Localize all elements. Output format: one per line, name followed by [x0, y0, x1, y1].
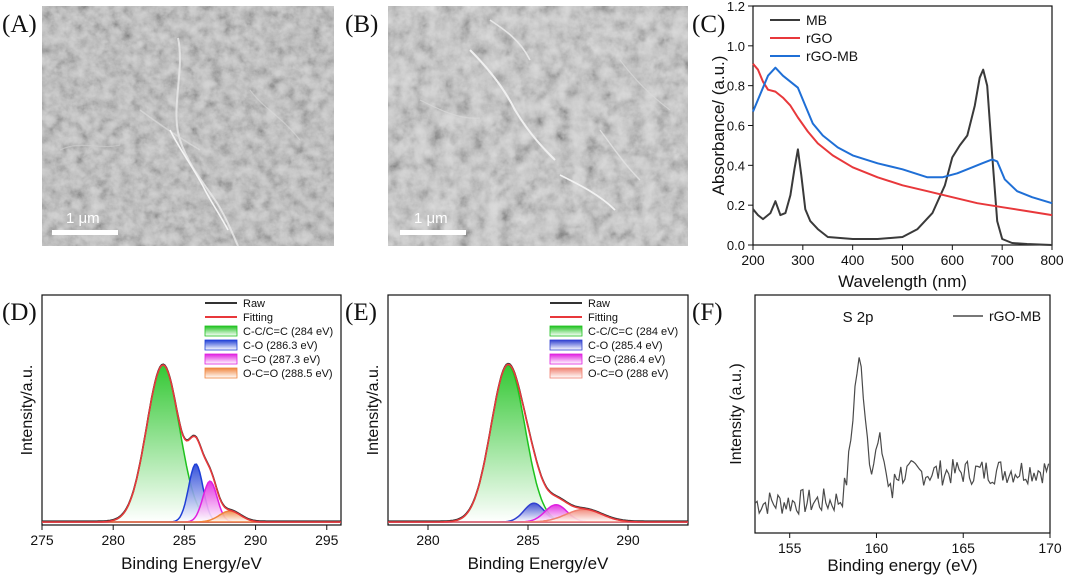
xps-d-y-axis-label: Intensity/a.u. [19, 365, 36, 456]
uv-x-tick-label: 500 [891, 252, 915, 268]
xps-e-legend-label: C-C/C=C (284 eV) [588, 326, 678, 338]
scale-bar-a: 1 μm [66, 210, 100, 227]
uv-series-rgo-mb-line [752, 66, 1053, 205]
xps-e-x-axis-label: Binding Energy/eV [468, 554, 609, 573]
xps-e-peak-0 [388, 364, 688, 523]
xps-e-plot-frame [387, 294, 689, 526]
xps-d-legend-label: C=O (287.3 eV) [243, 354, 320, 366]
xps-d-legend-label: Fitting [243, 312, 273, 324]
uv-plot-frame [752, 5, 1053, 246]
uv-x-tick-label: 700 [990, 252, 1014, 268]
s2p-x-tick-label: 165 [952, 540, 976, 556]
panel-label-b: (B) [345, 11, 378, 38]
xps-e-x-tick-label: 280 [416, 532, 440, 548]
xps-e-legend-swatch [549, 339, 583, 351]
xps-e-legend-label: Raw [588, 298, 610, 310]
xps-d-x-axis-label: Binding Energy/eV [121, 554, 262, 573]
uv-series-mb-line [752, 68, 1053, 246]
uv-x-tick-label: 600 [941, 252, 965, 268]
xps-e-y-axis-label: Intensity/a.u. [365, 365, 382, 456]
xps-d-plot-frame [41, 294, 342, 526]
panel-label-d: (D) [2, 299, 37, 326]
panel-label-e: (E) [345, 299, 377, 326]
sem-image-a: 1 μm [42, 6, 334, 247]
xps-d-x-tick-label: 295 [315, 532, 339, 548]
uv-legend-label: rGO [806, 30, 833, 46]
uv-y-axis-label: Absorbance/ (a.u.) [709, 56, 728, 196]
xps-e-fitting-line [388, 363, 688, 523]
xps-d-x-tick-label: 280 [102, 532, 126, 548]
xps-e-legend-label: C-O (285.4 eV) [588, 340, 663, 352]
xps-d-legend-label: C-O (286.3 eV) [243, 340, 318, 352]
xps-e-x-tick-label: 290 [616, 532, 640, 548]
chart-s2p: 155 160 165 170 Binding energy (eV) Intensity… [728, 294, 1062, 575]
uv-series-rgo-line [752, 63, 1053, 217]
s2p-x-tick-label: 155 [778, 540, 802, 556]
xps-e-legend-swatch [549, 353, 583, 365]
panel-label-c: (C) [692, 11, 725, 38]
xps-d-legend-swatch [204, 353, 238, 365]
xps-e-legend-swatch [549, 367, 583, 379]
xps-e-legend-label: Fitting [588, 312, 618, 324]
panel-label-a: (A) [2, 11, 37, 38]
uv-y-tick-label: 0.8 [727, 79, 745, 94]
xps-e-x-tick-label: 285 [516, 532, 540, 548]
s2p-plot-frame [754, 294, 1051, 534]
s2p-x-tick-label: 170 [1038, 540, 1062, 556]
uv-y-tick-label: 0.0 [727, 238, 745, 253]
xps-d-legend-swatch [204, 325, 238, 337]
scale-bar-b: 1 μm [414, 210, 448, 227]
uv-x-tick-label: 800 [1040, 252, 1064, 268]
s2p-legend-label: rGO-MB [989, 308, 1041, 324]
uv-y-tick-label: 1.0 [727, 39, 745, 54]
uv-y-tick-label: 1.2 [727, 0, 745, 14]
xps-d-legend-label: C-C/C=C (284 eV) [243, 326, 333, 338]
chart-uv-vis: 200 300 400 500 600 700 800 0.0 0.2 0.4 0.6 0.8 1.0 1… [709, 0, 1064, 291]
uv-y-tick-label: 0.6 [727, 119, 745, 134]
chart-xps-rgo-mb: 280 285 290 Binding Energy/eV Intensity/a.u.… [365, 294, 689, 573]
xps-d-legend-swatch [204, 339, 238, 351]
s2p-y-axis-label: Intensity (a.u.) [728, 363, 745, 464]
xps-d-peak-1 [42, 463, 341, 523]
xps-d-fitting-line [42, 364, 341, 523]
sem-image-b: 1 μm [388, 6, 688, 246]
uv-x-tick-label: 300 [791, 252, 815, 268]
xps-d-legend-label: Raw [243, 298, 265, 310]
xps-d-legend-swatch [204, 367, 238, 379]
xps-d-legend-label: O-C=O (288.5 eV) [243, 368, 333, 380]
xps-d-x-tick-label: 275 [30, 532, 54, 548]
xps-d-x-tick-label: 285 [173, 532, 197, 548]
uv-x-tick-label: 400 [841, 252, 865, 268]
s2p-series-line [754, 357, 1050, 516]
xps-d-x-tick-label: 290 [244, 532, 268, 548]
uv-y-tick-label: 0.2 [727, 198, 745, 213]
uv-legend-label: rGO-MB [806, 48, 858, 64]
xps-e-legend-label: O-C=O (288 eV) [588, 368, 668, 380]
uv-legend-label: MB [806, 12, 827, 28]
chart-xps-rgo: 275 280 285 290 295 Binding Energy/eV Intensit… [19, 294, 342, 573]
xps-e-legend-swatch [549, 325, 583, 337]
panel-label-f: (F) [692, 299, 723, 326]
xps-e-legend-label: C=O (286.4 eV) [588, 354, 665, 366]
uv-y-tick-label: 0.4 [727, 158, 745, 173]
s2p-x-tick-label: 160 [865, 540, 889, 556]
uv-x-tick-label: 200 [741, 252, 765, 268]
s2p-peak-annotation: S 2p [843, 309, 874, 326]
uv-x-axis-label: Wavelength (nm) [838, 272, 967, 291]
s2p-x-axis-label: Binding energy (eV) [827, 556, 977, 575]
